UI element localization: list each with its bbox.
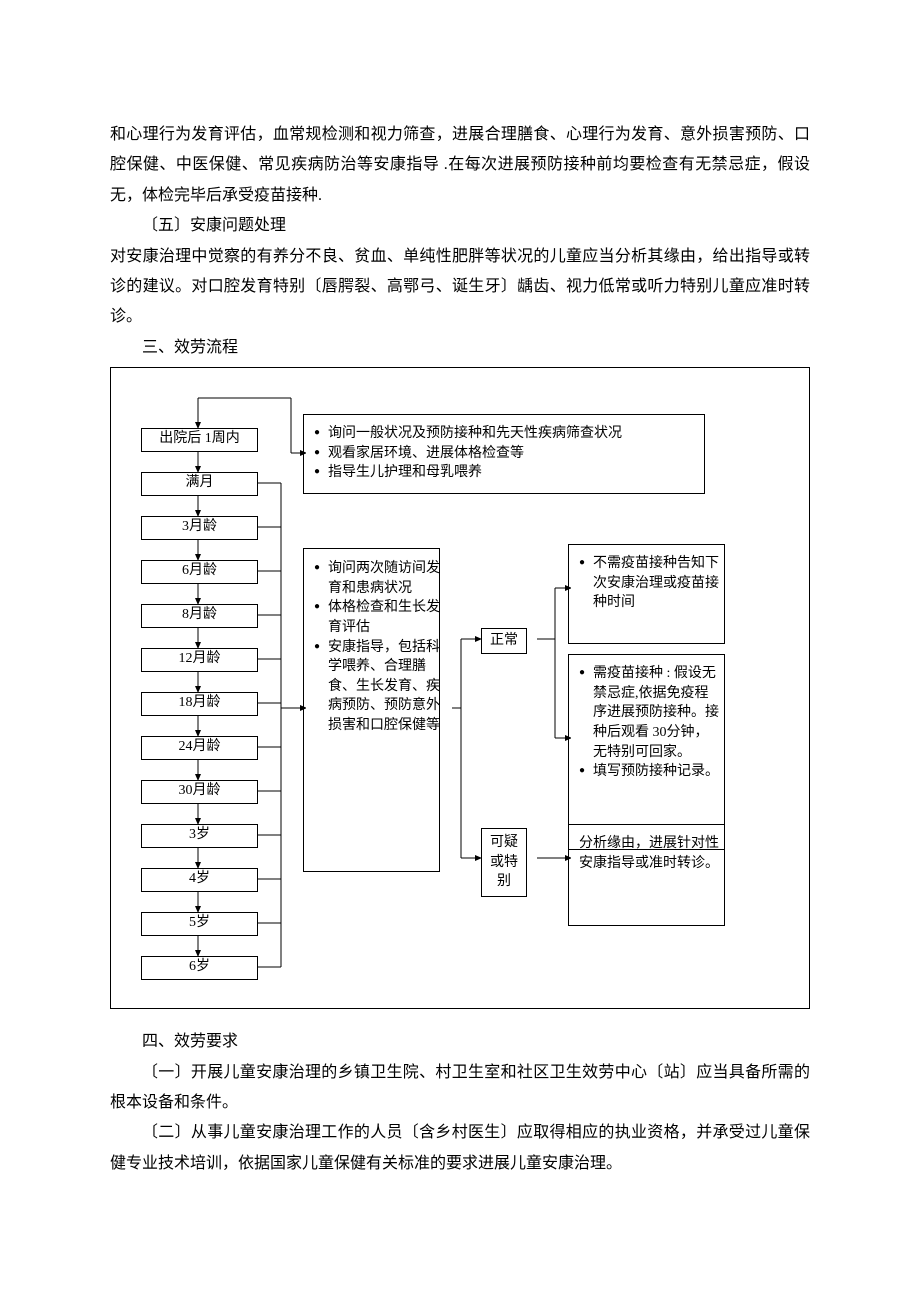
right3-text: 分析缘由，进展针对性安康指导或准时转诊。 (579, 836, 719, 871)
stage-4y: 4岁 (141, 868, 258, 892)
right1-item: 不需疫苗接种告知下次安康治理或疫苗接种时间 (579, 554, 719, 613)
stage-30m: 30月龄 (141, 780, 258, 804)
box-suspect: 可疑或特别 (481, 828, 527, 897)
midbox-item: 安康指导，包括科学喂养、合理膳食、生长发育、疾病预防、预防意外损害和口腔保健等 (314, 638, 444, 736)
topbox-item: 询问一般状况及预防接种和先天性疾病筛查状况 (314, 424, 694, 444)
right2-item: 填写预防接种记录。 (579, 762, 719, 782)
stage-week1: 出院后 1周内 (141, 428, 258, 452)
box-followup: 询问两次随访间发育和患病状况 体格检查和生长发育评估 安康指导，包括科学喂养、合… (306, 553, 452, 741)
stage-8m: 8月龄 (141, 604, 258, 628)
service-flow-diagram: 出院后 1周内 满月 3月龄 6月龄 8月龄 12月龄 18月龄 24月龄 30… (110, 367, 810, 1009)
topbox-item: 观看家居环境、进展体格检查等 (314, 444, 694, 464)
stage-3y: 3岁 (141, 824, 258, 848)
box-no-vaccine: 不需疫苗接种告知下次安康治理或疫苗接种时间 (571, 548, 727, 619)
heading-five: 〔五〕安康问题处理 (110, 211, 810, 241)
stage-18m: 18月龄 (141, 692, 258, 716)
box-referral: 分析缘由，进展针对性安康指导或准时转诊。 (571, 828, 727, 879)
heading-three: 三、效劳流程 (110, 333, 810, 363)
para-req-2: 〔二〕从事儿童安康治理工作的人员〔含乡村医生〕应取得相应的执业资格，并承受过儿童… (110, 1118, 810, 1179)
stage-full-month: 满月 (141, 472, 258, 496)
stage-5y: 5岁 (141, 912, 258, 936)
stage-6y: 6岁 (141, 956, 258, 980)
suspect-label: 可疑或特别 (490, 835, 518, 889)
para-health-problem: 对安康治理中觉察的有养分不良、贫血、单纯性肥胖等状况的儿童应当分析其缘由，给出指… (110, 242, 810, 333)
right2-item: 需疫苗接种 : 假设无禁忌症,依据免疫程序进展预防接种。接种后观看 30分钟，无… (579, 664, 719, 762)
stage-12m: 12月龄 (141, 648, 258, 672)
heading-four: 四、效劳要求 (110, 1027, 810, 1057)
normal-label: 正常 (490, 633, 518, 648)
box-normal: 正常 (481, 628, 527, 654)
topbox-item: 指导生儿护理和母乳喂养 (314, 463, 694, 483)
midbox-item: 体格检查和生长发育评估 (314, 598, 444, 637)
box-need-vaccine: 需疫苗接种 : 假设无禁忌症,依据免疫程序进展预防接种。接种后观看 30分钟，无… (571, 658, 727, 788)
stage-3m: 3月龄 (141, 516, 258, 540)
midbox-item: 询问两次随访间发育和患病状况 (314, 559, 444, 598)
stage-6m: 6月龄 (141, 560, 258, 584)
box-initial-visit: 询问一般状况及预防接种和先天性疾病筛查状况 观看家居环境、进展体格检查等 指导生… (306, 418, 702, 489)
stage-24m: 24月龄 (141, 736, 258, 760)
para-psych-eval: 和心理行为发育评估，血常规检测和视力筛查，进展合理膳食、心理行为发育、意外损害预… (110, 120, 810, 211)
para-req-1: 〔一〕开展儿童安康治理的乡镇卫生院、村卫生室和社区卫生效劳中心〔站〕应当具备所需… (110, 1058, 810, 1119)
